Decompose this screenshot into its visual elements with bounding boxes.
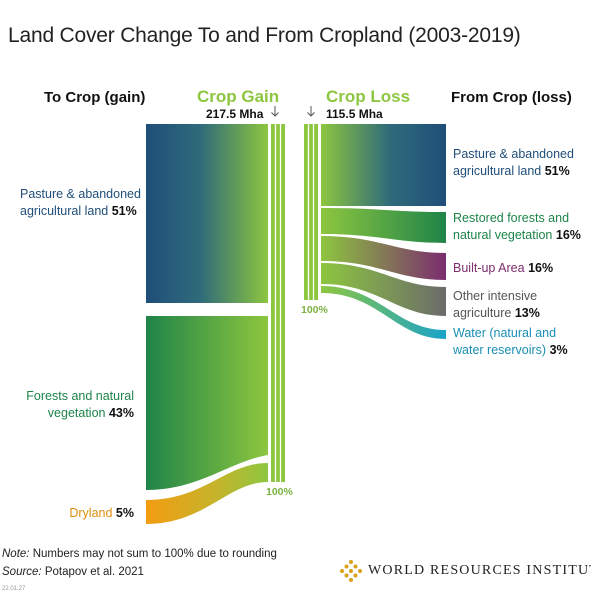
date-stamp: 22.01.27	[2, 586, 26, 592]
crop-loss-bar	[304, 124, 318, 300]
source-line: Source: Potapov et al. 2021	[2, 566, 144, 578]
right-column-header: From Crop (loss)	[451, 89, 572, 106]
loss-label-pasture: Pasture & abandoned agricultural land 51…	[453, 147, 574, 178]
loss-label-water: Water (natural and water reservoirs) 3%	[453, 326, 568, 357]
crop-loss-total: 115.5 Mha	[326, 107, 383, 121]
gain-label-dryland: Dryland 5%	[69, 506, 134, 520]
left-column-header: To Crop (gain)	[44, 89, 146, 106]
loss-flow-water	[321, 286, 446, 339]
gain-label-forests: Forests and natural vegetation 43%	[26, 389, 134, 420]
wri-logo-icon	[340, 560, 362, 582]
gain-flow-forests	[146, 316, 268, 490]
loss-flow-other	[321, 263, 446, 316]
chart-title: Land Cover Change To and From Cropland (…	[8, 24, 521, 47]
down-arrow-icon	[307, 106, 315, 117]
gain-label-pasture: Pasture & abandoned agricultural land 51…	[20, 187, 141, 218]
loss-flow-restored	[321, 208, 446, 243]
gain-bar-percent: 100%	[266, 486, 293, 498]
crop-gain-total: 217.5 Mha	[206, 107, 264, 121]
gain-flow-pasture	[146, 124, 268, 303]
loss-label-builtup: Built-up Area 16%	[453, 261, 554, 275]
loss-label-other: Other intensive agriculture 13%	[453, 289, 540, 320]
loss-bar-percent: 100%	[301, 304, 328, 316]
down-arrow-icon	[271, 106, 279, 117]
loss-flow-pasture	[321, 124, 446, 206]
loss-flow-builtup	[321, 236, 446, 280]
crop-loss-label: Crop Loss	[326, 87, 411, 106]
crop-gain-label: Crop Gain	[197, 87, 280, 106]
loss-label-restored: Restored forests and natural vegetation …	[453, 211, 581, 242]
crop-gain-bar	[271, 124, 285, 482]
footnote: Note: Numbers may not sum to 100% due to…	[2, 548, 277, 560]
gain-flow-dryland	[146, 463, 268, 524]
org-name: WORLD RESOURCES INSTITUTE	[368, 563, 591, 578]
